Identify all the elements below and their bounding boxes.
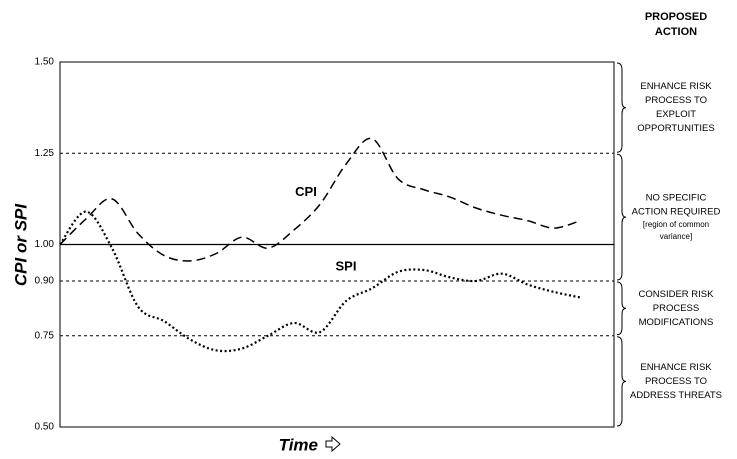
y-tick-label: 0.75 — [35, 330, 55, 341]
y-tick-label: 1.00 — [35, 239, 55, 250]
series-label: SPI — [336, 259, 357, 274]
region-brace — [616, 62, 627, 153]
y-axis-label: CPI or SPI — [11, 203, 30, 286]
x-axis-label: Time — [279, 435, 318, 454]
region-action: ENHANCE RISK — [640, 81, 712, 92]
region-action: PROCESS TO — [645, 376, 707, 387]
region-action: NO SPECIFIC — [646, 193, 707, 204]
region-note: variance] — [660, 232, 692, 241]
region-action: EXPLOIT — [656, 109, 696, 120]
region-brace — [616, 153, 627, 281]
y-tick-label: 0.90 — [35, 276, 55, 287]
action-header: PROPOSED — [645, 11, 707, 23]
time-arrow — [325, 435, 341, 453]
y-tick-label: 1.50 — [35, 57, 55, 68]
series-line — [59, 210, 581, 353]
y-tick-label: 1.25 — [35, 148, 55, 159]
region-note: [region of common — [643, 220, 709, 229]
region-brace — [616, 336, 627, 427]
region-action: PROCESS TO — [645, 95, 707, 106]
region-action: ADDRESS THREATS — [630, 390, 722, 401]
region-action: MODIFICATIONS — [639, 317, 714, 328]
region-action: CONSIDER RISK — [639, 289, 715, 300]
y-tick-label: 0.50 — [35, 422, 55, 433]
region-action: OPPORTUNITIES — [637, 123, 714, 134]
region-brace — [616, 281, 627, 336]
series-line — [59, 137, 581, 262]
action-header: ACTION — [655, 26, 697, 38]
region-action: ENHANCE RISK — [640, 362, 712, 373]
region-action: PROCESS — [653, 303, 699, 314]
region-action: ACTION REQUIRED — [632, 207, 721, 218]
series-label: CPI — [295, 184, 317, 199]
